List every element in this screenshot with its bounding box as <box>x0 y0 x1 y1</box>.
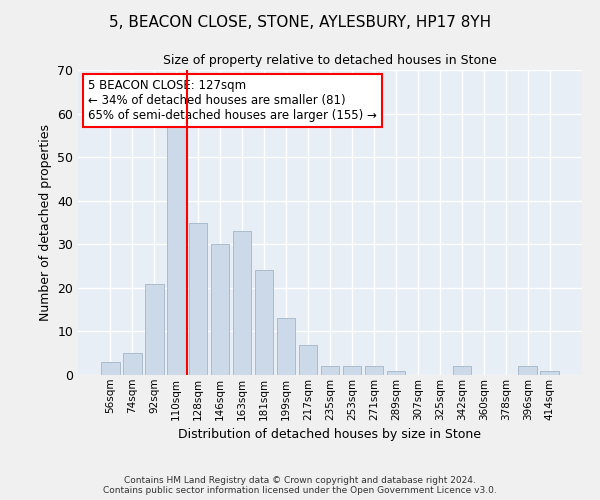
X-axis label: Distribution of detached houses by size in Stone: Distribution of detached houses by size … <box>179 428 482 441</box>
Bar <box>320 366 340 375</box>
Bar <box>101 362 119 375</box>
Bar <box>233 231 251 375</box>
Bar <box>189 222 208 375</box>
Bar <box>452 366 471 375</box>
Text: 5 BEACON CLOSE: 127sqm
← 34% of detached houses are smaller (81)
65% of semi-det: 5 BEACON CLOSE: 127sqm ← 34% of detached… <box>88 79 377 122</box>
Title: Size of property relative to detached houses in Stone: Size of property relative to detached ho… <box>163 54 497 68</box>
Bar <box>167 118 185 375</box>
Bar <box>123 353 142 375</box>
Text: Contains HM Land Registry data © Crown copyright and database right 2024.
Contai: Contains HM Land Registry data © Crown c… <box>103 476 497 495</box>
Bar <box>255 270 274 375</box>
Bar <box>343 366 361 375</box>
Bar <box>365 366 383 375</box>
Bar <box>277 318 295 375</box>
Bar <box>518 366 537 375</box>
Bar <box>145 284 164 375</box>
Bar <box>541 370 559 375</box>
Bar <box>386 370 405 375</box>
Bar <box>299 344 317 375</box>
Y-axis label: Number of detached properties: Number of detached properties <box>38 124 52 321</box>
Text: 5, BEACON CLOSE, STONE, AYLESBURY, HP17 8YH: 5, BEACON CLOSE, STONE, AYLESBURY, HP17 … <box>109 15 491 30</box>
Bar <box>211 244 229 375</box>
